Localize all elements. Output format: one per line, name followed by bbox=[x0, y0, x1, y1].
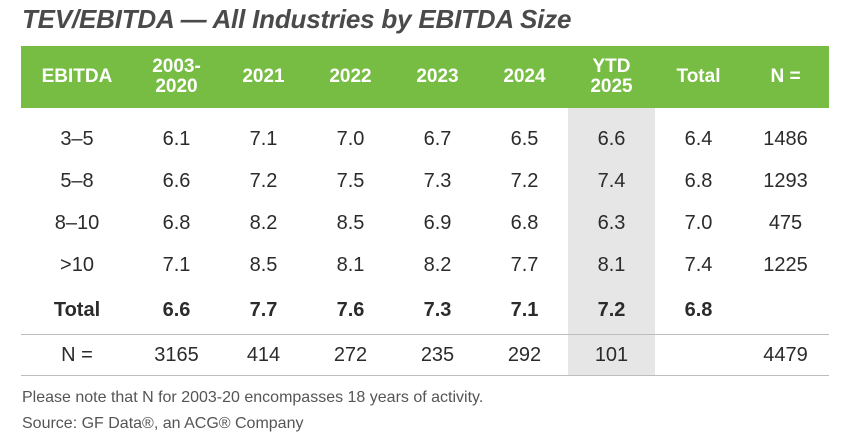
table-cell: 7.3 bbox=[423, 169, 452, 192]
column-header: 2022 bbox=[307, 46, 394, 108]
column-header: YTD 2025 bbox=[568, 46, 655, 108]
total-row: Total 6.6 7.7 7.6 7.3 7.1 7.2 6.8 bbox=[21, 286, 829, 335]
row-label: 5–8 bbox=[60, 169, 94, 192]
table-cell: 7.3 bbox=[423, 298, 452, 321]
table-cell: 7.2 bbox=[510, 169, 539, 192]
table-cell: 292 bbox=[481, 334, 568, 376]
table-cell bbox=[742, 286, 829, 335]
note-text: Please note that N for 2003-20 encompass… bbox=[22, 389, 484, 406]
column-header: 2021 bbox=[220, 46, 307, 108]
column-header: N = bbox=[742, 46, 829, 108]
table-cell: 414 bbox=[220, 334, 307, 376]
table-cell: 6.4 bbox=[684, 127, 713, 150]
column-header-line: 2025 bbox=[590, 76, 633, 97]
table-cell: 7.0 bbox=[336, 127, 365, 150]
table-cell: 7.6 bbox=[336, 298, 365, 321]
table-cell: 1225 bbox=[763, 253, 808, 276]
table-cell: 6.9 bbox=[423, 211, 452, 234]
table-cell: 7.4 bbox=[684, 253, 713, 276]
table-cell: 6.1 bbox=[162, 127, 191, 150]
table-cell: 7.0 bbox=[684, 211, 713, 234]
column-header-line: 2023 bbox=[416, 66, 459, 87]
table-cell bbox=[655, 334, 742, 376]
table-cell: 6.6 bbox=[162, 298, 191, 321]
table-cell: 6.5 bbox=[510, 127, 539, 150]
table-cell: 1293 bbox=[763, 169, 808, 192]
column-header-line: N = bbox=[770, 66, 801, 87]
table-cell: 8.1 bbox=[568, 244, 655, 286]
column-header: 2003- 2020 bbox=[133, 46, 220, 108]
column-header-line: YTD bbox=[592, 56, 631, 77]
table-cell: 7.1 bbox=[510, 298, 539, 321]
table-cell: 4479 bbox=[742, 334, 829, 376]
table-cell: 7.7 bbox=[249, 298, 278, 321]
table-cell: 8.5 bbox=[336, 211, 365, 234]
table-cell: 7.5 bbox=[336, 169, 365, 192]
table-cell: 6.8 bbox=[510, 211, 539, 234]
table-cell: 7.7 bbox=[510, 253, 539, 276]
table-cell: 8.1 bbox=[336, 253, 365, 276]
table-cell: 6.8 bbox=[684, 298, 713, 321]
n-row: N = 3165 414 272 235 292 101 4479 bbox=[21, 334, 829, 376]
header-row: EBITDA 2003- 2020 2021 2022 2023 2024 YTD 2025 To… bbox=[21, 46, 829, 108]
table-cell: 6.8 bbox=[162, 211, 191, 234]
table-cell: 235 bbox=[394, 334, 481, 376]
column-header-line: 2022 bbox=[329, 66, 372, 87]
table-cell: 101 bbox=[568, 334, 655, 376]
column-header-line: Total bbox=[676, 66, 721, 87]
table-cell: 8.2 bbox=[249, 211, 278, 234]
column-header: EBITDA bbox=[21, 46, 133, 108]
table-row: >10 7.1 8.5 8.1 8.2 7.7 8.1 7.4 1225 bbox=[21, 244, 829, 286]
column-header: 2023 bbox=[394, 46, 481, 108]
table-cell: 3165 bbox=[133, 334, 220, 376]
table-cell: 7.4 bbox=[568, 160, 655, 202]
table-cell: 6.6 bbox=[568, 108, 655, 160]
column-header: 2024 bbox=[481, 46, 568, 108]
table-cell: 7.2 bbox=[249, 169, 278, 192]
table-row: 5–8 6.6 7.2 7.5 7.3 7.2 7.4 6.8 1293 bbox=[21, 160, 829, 202]
table-row: 3–5 6.1 7.1 7.0 6.7 6.5 6.6 6.4 1486 bbox=[21, 108, 829, 160]
column-header: Total bbox=[655, 46, 742, 108]
row-label: 3–5 bbox=[60, 127, 94, 150]
row-label: >10 bbox=[60, 253, 94, 276]
table-cell: 7.1 bbox=[249, 127, 278, 150]
notes: Please note that N for 2003-20 encompass… bbox=[22, 385, 483, 437]
column-header-line: 2021 bbox=[242, 66, 285, 87]
table-cell: 6.8 bbox=[684, 169, 713, 192]
table-cell: 8.5 bbox=[249, 253, 278, 276]
ebitda-table: EBITDA 2003- 2020 2021 2022 2023 2024 YTD 2025 To… bbox=[21, 46, 829, 376]
table-cell: 8.2 bbox=[423, 253, 452, 276]
source-text: Source: GF Data®, an ACG® Company bbox=[22, 415, 304, 432]
column-header-line: 2024 bbox=[503, 66, 546, 87]
table-cell: 1486 bbox=[763, 127, 808, 150]
column-header-line: EBITDA bbox=[41, 66, 113, 87]
table-cell: 6.7 bbox=[423, 127, 452, 150]
table-cell: 272 bbox=[307, 334, 394, 376]
table-row: 8–10 6.8 8.2 8.5 6.9 6.8 6.3 7.0 475 bbox=[21, 202, 829, 244]
table-cell: 6.6 bbox=[162, 169, 191, 192]
row-label: Total bbox=[53, 298, 101, 321]
table-cell: 7.2 bbox=[568, 286, 655, 335]
column-header-line: 2003- bbox=[152, 56, 201, 77]
row-label: 8–10 bbox=[54, 211, 100, 234]
table-cell: 7.1 bbox=[162, 253, 191, 276]
table-cell: 6.3 bbox=[568, 202, 655, 244]
table-cell: 475 bbox=[768, 211, 803, 234]
row-label: N = bbox=[21, 334, 133, 376]
page-title: TEV/EBITDA — All Industries by EBITDA Si… bbox=[22, 4, 572, 34]
column-header-line: 2020 bbox=[155, 76, 198, 97]
